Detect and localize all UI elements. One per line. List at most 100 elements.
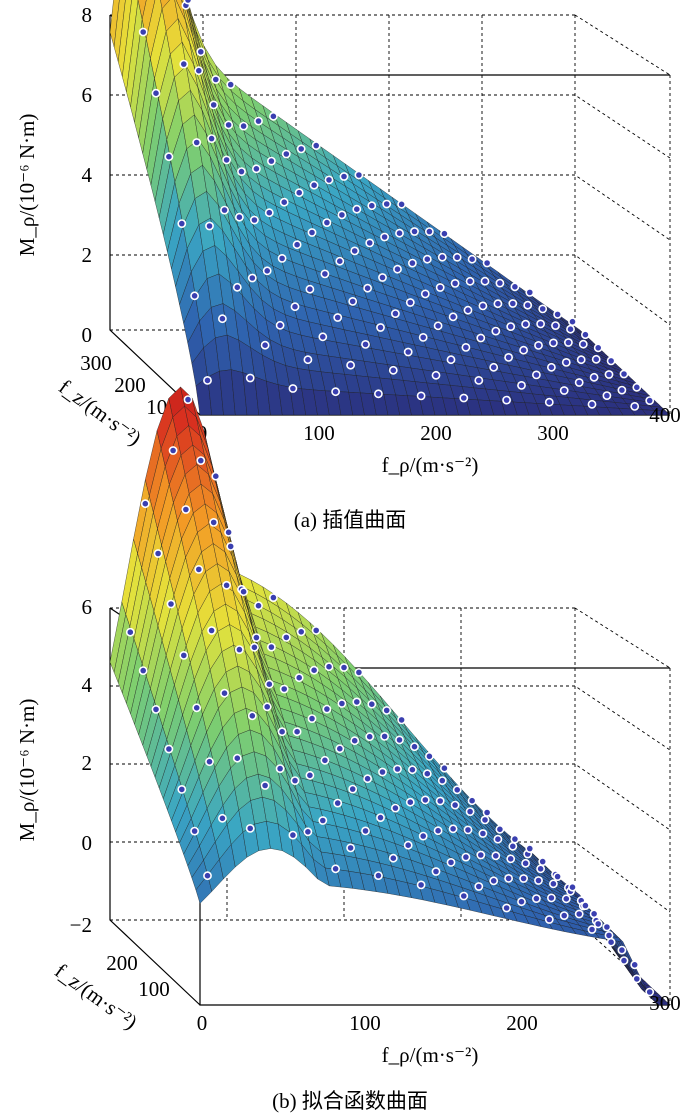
x-tick-b-100: 100 [349, 1011, 381, 1035]
z-axis-label-b: M_ρ/(10⁻⁶ N·m) [15, 699, 39, 842]
sample-point [239, 121, 248, 131]
sample-point [264, 208, 274, 218]
sample-point [363, 283, 372, 293]
sample-point [305, 770, 315, 780]
caption-a: (a) 插值曲面 [294, 508, 407, 532]
sample-point [226, 542, 236, 551]
sample-point [405, 797, 415, 807]
sample-point [452, 785, 462, 795]
sample-point [495, 824, 505, 834]
sample-point [382, 199, 392, 209]
sample-point [459, 393, 469, 403]
sample-point [393, 264, 402, 274]
sample-point [322, 704, 332, 714]
z-tick-a-0: 0 [82, 323, 93, 347]
y-tick-a-200: 200 [114, 373, 146, 397]
sample-point [217, 314, 227, 324]
sample-point [549, 879, 558, 889]
sample-point [544, 397, 554, 407]
z-tick-b-m2: −2 [70, 913, 92, 937]
sample-point [311, 141, 321, 150]
sample-point [222, 580, 231, 590]
sample-point [234, 645, 244, 654]
sample-point [335, 256, 345, 266]
sample-point [324, 662, 334, 672]
sample-point [367, 699, 377, 709]
sample-point [222, 155, 231, 165]
sample-point [476, 333, 486, 343]
sample-point [373, 389, 383, 399]
sample-point [164, 744, 174, 754]
sample-point [630, 960, 640, 970]
sample-point [179, 651, 189, 660]
sample-point [549, 338, 558, 348]
sample-point [251, 633, 261, 642]
sample-point [179, 59, 189, 69]
sample-point [480, 815, 490, 825]
sample-point [190, 291, 199, 301]
sample-point [593, 343, 603, 353]
x-tick-a-400: 400 [649, 403, 681, 427]
sample-point [532, 894, 541, 903]
sample-point [275, 764, 285, 773]
sample-point [450, 800, 460, 810]
sample-point [403, 840, 413, 850]
sample-point [266, 642, 276, 652]
z-tick-b-6: 6 [82, 595, 93, 619]
sample-point [589, 372, 599, 382]
sample-point [521, 319, 530, 329]
sample-point [416, 391, 426, 401]
sample-point [181, 505, 191, 514]
sample-point [346, 360, 355, 370]
sample-point [365, 732, 375, 742]
sample-point [354, 668, 364, 677]
sample-point [504, 352, 513, 362]
sample-point [525, 287, 535, 297]
sample-point [209, 100, 219, 110]
sample-point [574, 378, 584, 387]
sample-point [431, 370, 441, 380]
sample-point [237, 167, 246, 176]
sample-point [388, 365, 398, 375]
sample-point [476, 850, 486, 860]
sample-point [397, 199, 406, 209]
sample-point [354, 170, 364, 180]
sample-point [407, 258, 417, 268]
sample-point [553, 872, 562, 881]
sample-point [290, 776, 300, 785]
sample-point [465, 807, 475, 816]
sample-point [177, 785, 187, 794]
sample-point [606, 937, 616, 947]
sample-point [431, 867, 441, 876]
sample-point [397, 715, 406, 725]
sample-point [491, 851, 501, 861]
sample-point [294, 673, 304, 683]
sample-point [632, 382, 642, 392]
x-axis-label-a: f_ρ/(m·s⁻²) [382, 453, 479, 477]
sample-point [420, 795, 430, 805]
sample-point [450, 278, 460, 288]
sample-point [463, 825, 473, 835]
sample-point [211, 471, 221, 481]
sample-point [619, 956, 629, 965]
surface-patch [653, 410, 671, 416]
sample-point [405, 298, 415, 307]
sample-point [203, 871, 212, 881]
sample-point [196, 456, 206, 465]
sample-point [561, 357, 571, 367]
sample-point [422, 254, 432, 264]
sample-point [446, 858, 456, 867]
sample-point [220, 688, 229, 698]
sample-point [578, 339, 588, 349]
z-tick-b-4: 4 [82, 673, 93, 697]
sample-point [433, 321, 443, 331]
sample-point [305, 284, 315, 294]
sample-point [534, 340, 543, 350]
sample-point [320, 755, 330, 765]
sample-point [303, 827, 313, 837]
sample-point [292, 727, 302, 737]
sample-point [463, 305, 473, 315]
sample-point [378, 273, 387, 282]
sample-point [232, 282, 242, 292]
